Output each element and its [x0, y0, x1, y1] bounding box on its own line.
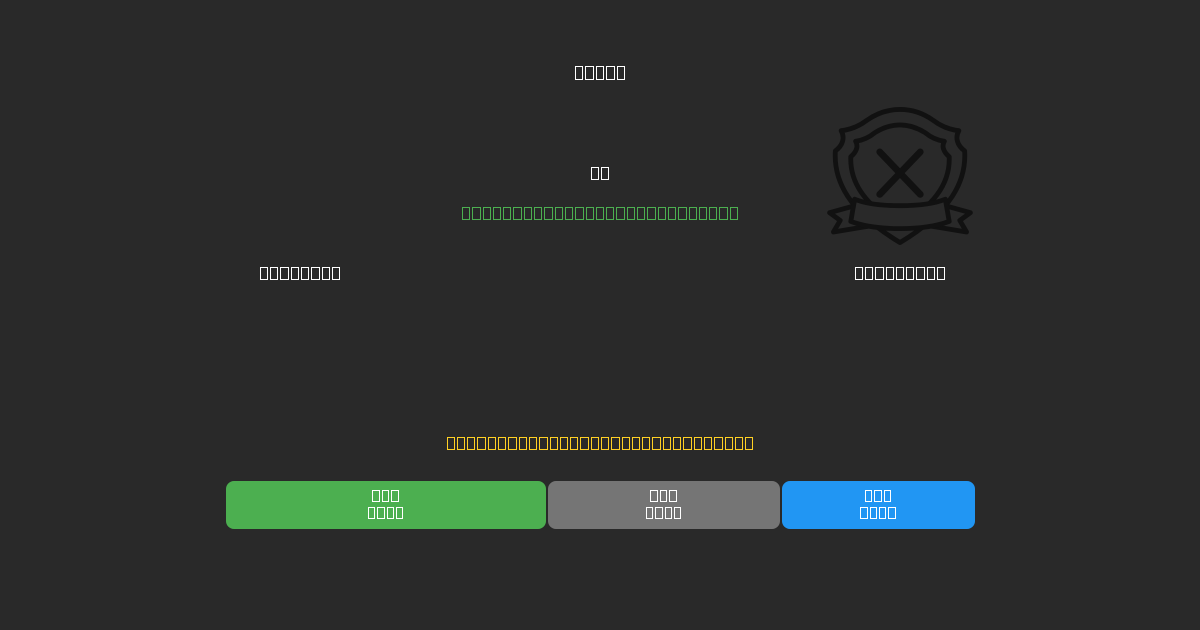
- tertiary-action-button[interactable]: [781, 481, 975, 529]
- highlight-message: [0, 205, 1200, 224]
- warning-message: [0, 435, 1200, 454]
- page-title: [0, 65, 1200, 84]
- secondary-button-label-line2: [645, 506, 683, 521]
- primary-button-label-line1: [371, 489, 399, 504]
- subtitle: [0, 165, 1200, 184]
- secondary-button-label-line1: [649, 489, 677, 504]
- secondary-action-button[interactable]: [547, 481, 780, 529]
- button-row: [0, 481, 1200, 529]
- tertiary-button-label-line2: [859, 506, 897, 521]
- x-mark: [876, 148, 924, 198]
- shield-x-banner-icon: [818, 103, 982, 251]
- banner-ribbon: [827, 196, 973, 235]
- primary-button-label-line2: [367, 506, 405, 521]
- tertiary-button-label-line1: [864, 489, 892, 504]
- primary-action-button[interactable]: [225, 481, 546, 529]
- left-caption: [0, 265, 600, 284]
- badge-caption: [600, 265, 1200, 284]
